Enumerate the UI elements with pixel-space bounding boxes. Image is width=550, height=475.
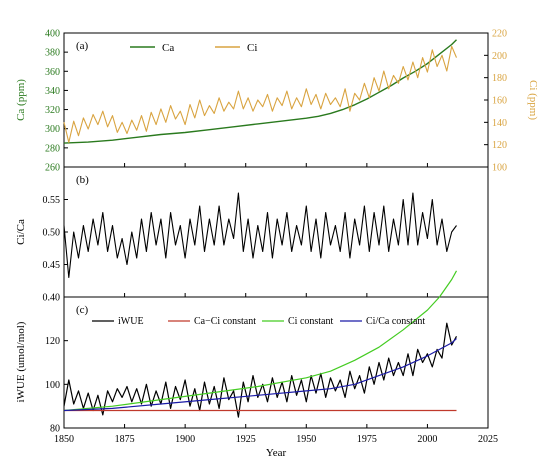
panel-a-ylabel-left: Ca (ppm) (15, 79, 27, 121)
y-tick-label: 0.55 (43, 195, 61, 206)
y-tick-label-right: 120 (492, 140, 507, 151)
x-tick-label: 1975 (357, 434, 377, 445)
axis-ticks: 1850 1875 1900 1925 1950 1975 2000 2025 260 280 30… (43, 29, 508, 446)
y-tick-label: 380 (45, 48, 60, 59)
legend-label: Ca−Ci constant (194, 316, 256, 327)
x-tick-label: 1875 (115, 434, 135, 445)
series-line-ca (63, 39, 457, 144)
series-line-ci-ca-constant (63, 338, 457, 412)
legend-label: iWUE (118, 316, 144, 327)
y-tick-label: 0.40 (43, 293, 61, 304)
series-line-ci (63, 45, 458, 143)
panel-b-ylabel: Ci/Ca (15, 219, 27, 245)
y-tick-label-right: 140 (492, 118, 507, 129)
y-tick-label: 320 (45, 105, 60, 116)
y-tick-label: 300 (45, 124, 60, 135)
y-tick-label-right: 180 (492, 73, 507, 84)
panel-c-ylabel: iWUE (umol/mol) (15, 321, 27, 402)
x-tick-label: 1850 (54, 434, 74, 445)
y-tick-label: 80 (50, 424, 60, 435)
legend-label: Ci/Ca constant (366, 316, 425, 327)
y-tick-label: 0.50 (43, 228, 61, 239)
x-tick-label: 1925 (236, 434, 256, 445)
x-tick-label: 2000 (417, 434, 437, 445)
series-line-iwue (63, 322, 458, 418)
panel-a-ylabel-right: Ci (ppm) (527, 80, 539, 120)
x-axis-label: Year (266, 447, 287, 459)
panel-c-frame (63, 296, 489, 429)
y-tick-label: 340 (45, 86, 60, 97)
x-tick-label: 2025 (478, 434, 498, 445)
y-tick-label: 0.45 (43, 260, 61, 271)
series-line-ci-ca (63, 192, 457, 279)
y-tick-label-right: 220 (492, 29, 507, 40)
panel-a-label: (a) (76, 40, 89, 52)
chart-series (63, 39, 458, 418)
panel-c-label: (c) (76, 304, 89, 316)
legend-label: Ci constant (288, 316, 333, 327)
y-tick-label-right: 200 (492, 51, 507, 62)
legend-label: Ci (247, 42, 257, 54)
y-tick-label-right: 100 (492, 163, 507, 174)
series-line-ci-constant (63, 270, 458, 412)
y-tick-label: 260 (45, 163, 60, 174)
x-tick-label: 1950 (296, 434, 316, 445)
legend-label: Ca (162, 42, 174, 54)
y-tick-label-right: 160 (492, 96, 507, 107)
y-tick-label: 360 (45, 67, 60, 78)
y-tick-label: 400 (45, 29, 60, 40)
y-tick-label: 120 (45, 336, 60, 347)
y-tick-label: 100 (45, 380, 60, 391)
chart-legends: Ca Ci iWUE Ca−Ci constant Ci constant Ci/Ca c… (92, 42, 425, 327)
panel-b-label: (b) (76, 174, 89, 186)
x-tick-label: 1900 (175, 434, 195, 445)
y-tick-label: 280 (45, 143, 60, 154)
